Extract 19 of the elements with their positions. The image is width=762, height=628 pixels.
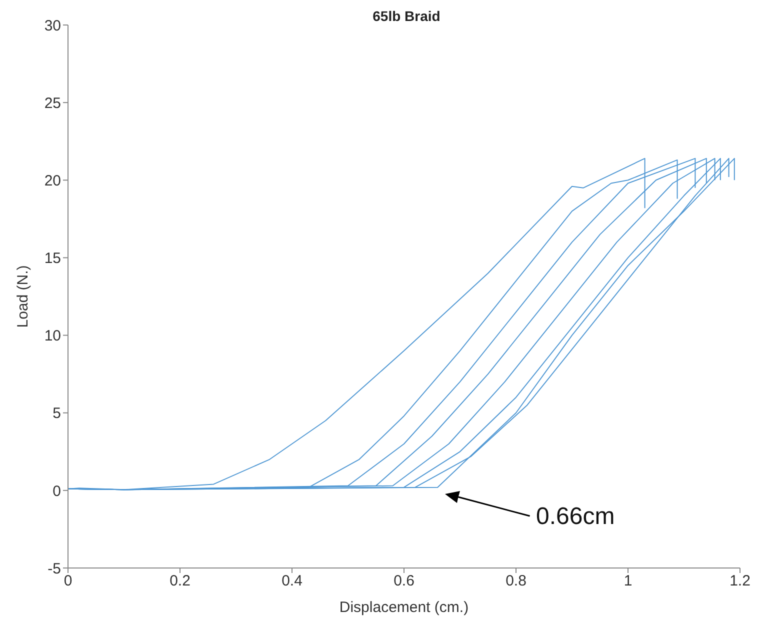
x-tick-label: 0.6: [394, 572, 414, 590]
annotation: 0.66cm: [536, 503, 615, 530]
y-tick-label: -5: [48, 560, 61, 578]
y-tick-label: 15: [44, 250, 61, 268]
y-tick-label: 20: [44, 172, 61, 190]
y-tick-label: 10: [44, 328, 61, 345]
x-tick-label: 1: [624, 572, 632, 590]
y-axis-title: Load (N.): [14, 265, 32, 328]
y-tick-label: 5: [52, 405, 61, 422]
x-axis-title: Displacement (cm.): [339, 599, 469, 616]
y-tick-label: 30: [44, 17, 61, 34]
x-tick-label: 0.8: [506, 572, 526, 590]
x-tick-label: 0.4: [282, 572, 302, 590]
y-tick-label: 0: [52, 482, 61, 500]
x-tick-label: 0.2: [170, 572, 190, 590]
chart-title: 65lb Braid: [372, 8, 442, 24]
x-tick-label: 0: [64, 572, 72, 590]
y-tick-label: 25: [44, 94, 61, 112]
x-tick-label: 1.2: [730, 572, 750, 590]
